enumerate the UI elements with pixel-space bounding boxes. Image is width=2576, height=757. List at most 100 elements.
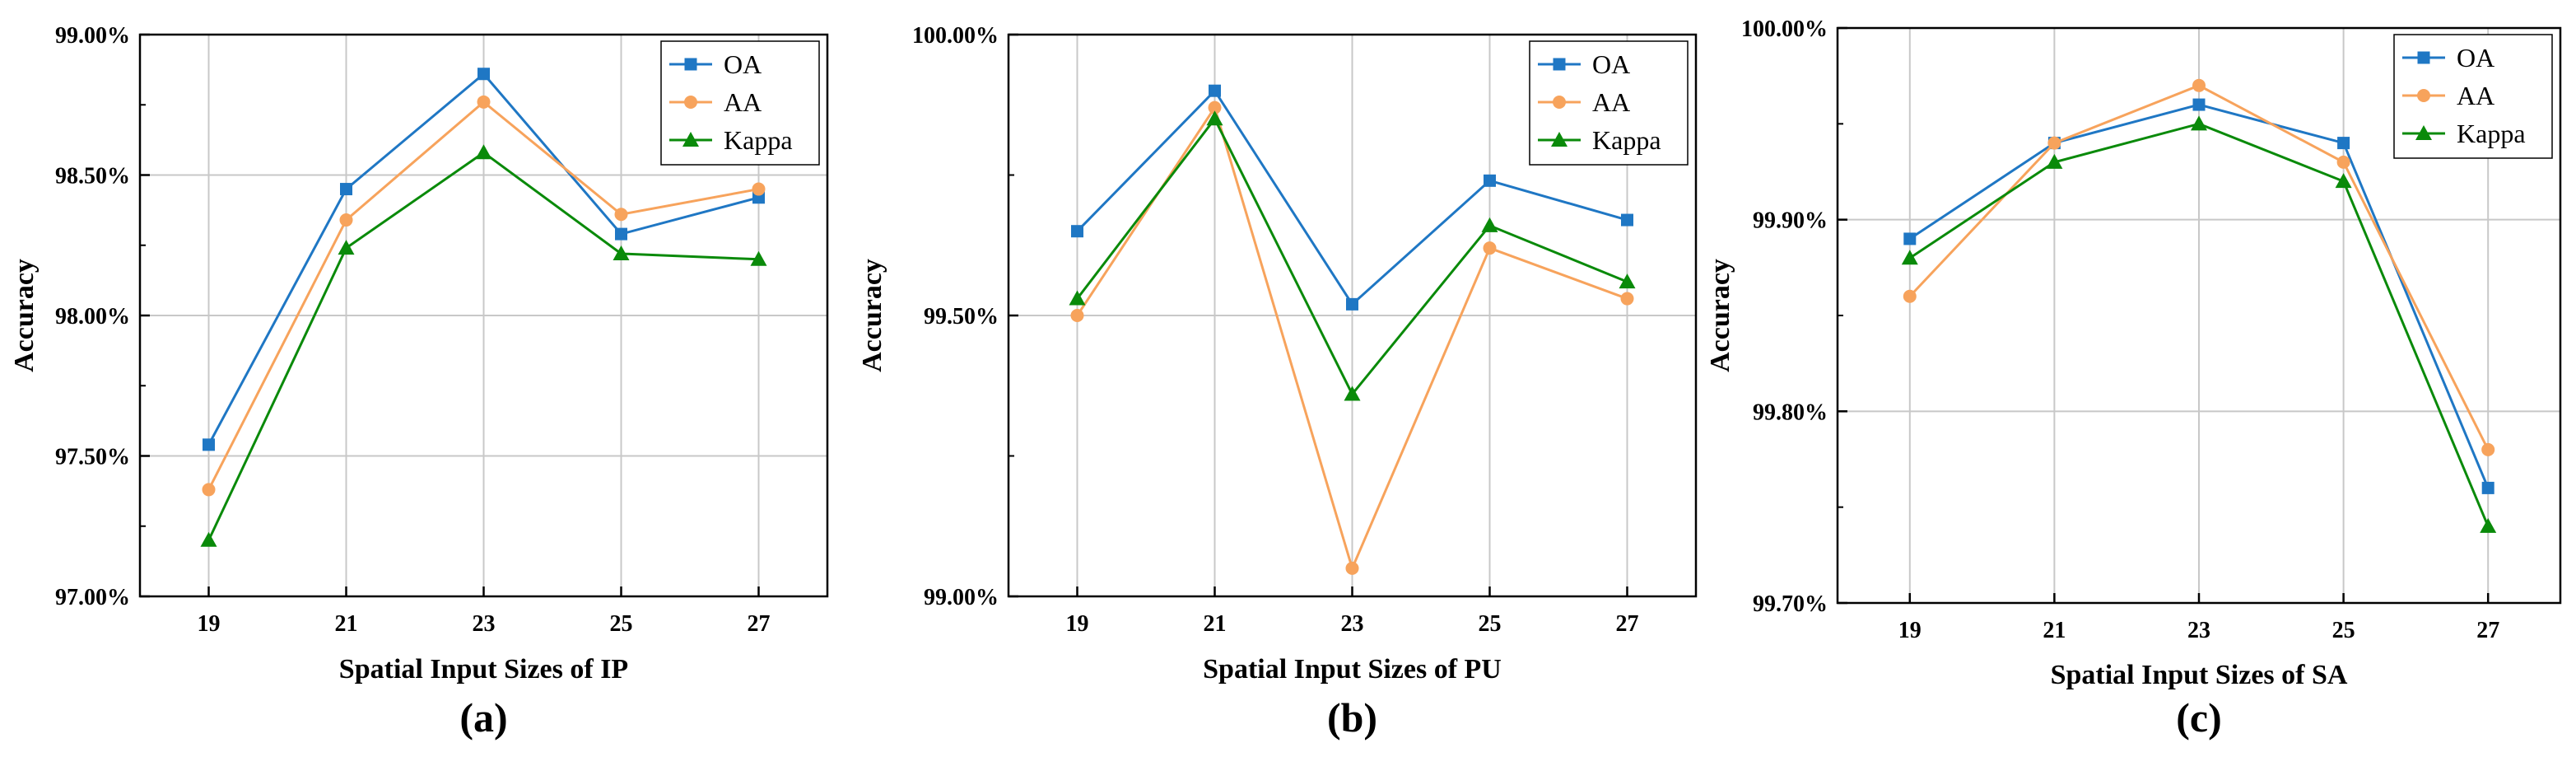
data-point-aa <box>1070 309 1084 322</box>
data-point-kappa <box>2046 153 2063 169</box>
x-tick-label: 25 <box>2332 618 2355 643</box>
y-tick-label: 97.50% <box>55 445 130 470</box>
x-tick-label: 19 <box>1898 618 1922 643</box>
data-point-oa <box>1209 84 1221 97</box>
y-tick-label: 99.90% <box>1753 208 1828 234</box>
x-tick-label: 23 <box>473 611 496 637</box>
data-point-oa <box>340 183 352 196</box>
data-point-aa <box>2481 442 2495 456</box>
data-point-aa <box>1483 241 1497 255</box>
y-tick-label: 99.00% <box>55 23 130 49</box>
legend-marker <box>1553 58 1566 71</box>
x-tick-label: 19 <box>1066 611 1089 637</box>
y-tick-label: 100.00% <box>1741 16 1828 42</box>
x-axis-label: Spatial Input Sizes of IP <box>339 654 628 685</box>
legend: OA AA Kappa <box>1529 40 1689 166</box>
data-point-kappa <box>1069 290 1086 306</box>
x-tick-label: 23 <box>1341 611 1364 637</box>
legend-label: OA <box>2457 43 2494 72</box>
data-point-aa <box>1208 100 1222 114</box>
legend-label: OA <box>1592 49 1630 79</box>
y-tick-label: 99.70% <box>1753 591 1828 617</box>
data-point-kappa <box>1619 273 1636 289</box>
data-point-oa <box>2192 98 2206 111</box>
x-axis-label: Spatial Input Sizes of SA <box>2051 660 2348 690</box>
data-point-aa <box>1620 292 1634 306</box>
x-tick-label: 21 <box>2043 618 2066 643</box>
data-point-aa <box>2336 155 2350 169</box>
data-point-aa <box>752 182 766 196</box>
data-point-kappa <box>200 531 217 547</box>
x-tick-label: 21 <box>1204 611 1227 637</box>
data-point-aa <box>477 95 491 109</box>
data-point-oa <box>2481 481 2494 494</box>
x-tick-label: 27 <box>1616 611 1639 637</box>
panel-label: (b) <box>1327 694 1377 741</box>
data-point-kappa <box>2191 115 2207 131</box>
y-axis-label: Accuracy <box>9 259 40 372</box>
y-tick-label: 99.50% <box>924 304 999 329</box>
data-point-aa <box>2047 136 2061 150</box>
y-tick-label: 99.80% <box>1753 400 1828 425</box>
legend-label: AA <box>1592 87 1630 117</box>
panel-label: (c) <box>2176 694 2222 741</box>
legend-marker <box>2417 51 2430 64</box>
data-point-kappa <box>750 250 767 266</box>
data-point-oa <box>1346 297 1358 311</box>
legend-marker <box>684 96 697 109</box>
data-point-oa <box>203 438 215 451</box>
legend: OA AA Kappa <box>2393 34 2553 159</box>
legend-label: OA <box>724 49 762 79</box>
legend: OA AA Kappa <box>660 40 820 166</box>
data-point-kappa <box>613 245 630 260</box>
legend-marker <box>2415 125 2432 140</box>
data-point-aa <box>614 208 628 222</box>
data-point-aa <box>2192 78 2206 92</box>
y-axis-label: Accuracy <box>857 259 887 372</box>
data-point-kappa <box>1481 217 1498 232</box>
data-point-oa <box>1903 232 1917 245</box>
data-point-kappa <box>338 240 355 255</box>
x-tick-label: 27 <box>748 611 771 637</box>
y-tick-label: 98.00% <box>55 304 130 329</box>
legend-marker <box>2417 89 2430 102</box>
panel-label: (a) <box>459 694 507 741</box>
data-point-kappa <box>1344 386 1361 401</box>
data-point-aa <box>202 483 216 497</box>
legend-marker <box>682 132 699 147</box>
legend-label: Kappa <box>724 125 793 155</box>
x-tick-label: 21 <box>335 611 358 637</box>
data-point-oa <box>615 227 627 241</box>
legend-marker <box>684 58 697 71</box>
x-axis-label: Spatial Input Sizes of PU <box>1203 654 1502 685</box>
data-point-aa <box>1345 561 1359 575</box>
chart-panel-1: 97.00% 97.50% 98.00% 98.50% 99.00% 19 21 23 25 27… <box>9 23 829 741</box>
legend-label: AA <box>724 87 762 117</box>
data-point-kappa <box>2335 173 2352 189</box>
data-point-oa <box>2337 137 2350 150</box>
y-tick-label: 98.50% <box>55 164 130 189</box>
x-tick-label: 25 <box>1479 611 1502 637</box>
legend-label: AA <box>2457 81 2494 110</box>
data-point-aa <box>1903 289 1917 303</box>
y-tick-label: 97.00% <box>55 585 130 610</box>
legend-marker <box>1553 96 1566 109</box>
data-point-oa <box>1071 225 1083 238</box>
legend-marker <box>1551 132 1567 147</box>
data-point-kappa <box>1901 250 1918 265</box>
legend-label: Kappa <box>1592 125 1661 155</box>
data-point-aa <box>339 213 353 227</box>
chart-panel-3: 99.70% 99.80% 99.90% 100.00% 19 21 23 25 27 OA AA K… <box>1705 16 2562 741</box>
data-point-oa <box>1484 174 1496 187</box>
x-tick-label: 19 <box>198 611 221 637</box>
x-tick-label: 25 <box>610 611 633 637</box>
y-axis-label: Accuracy <box>1705 259 1735 372</box>
data-point-kappa <box>475 144 492 160</box>
chart-panel-2: 99.00% 99.50% 100.00% 19 21 23 25 27 OA AA Kappa Sp… <box>857 23 1698 741</box>
x-tick-label: 23 <box>2187 618 2210 643</box>
legend-label: Kappa <box>2457 119 2526 148</box>
data-point-oa <box>1621 213 1633 227</box>
y-tick-label: 99.00% <box>924 585 999 610</box>
